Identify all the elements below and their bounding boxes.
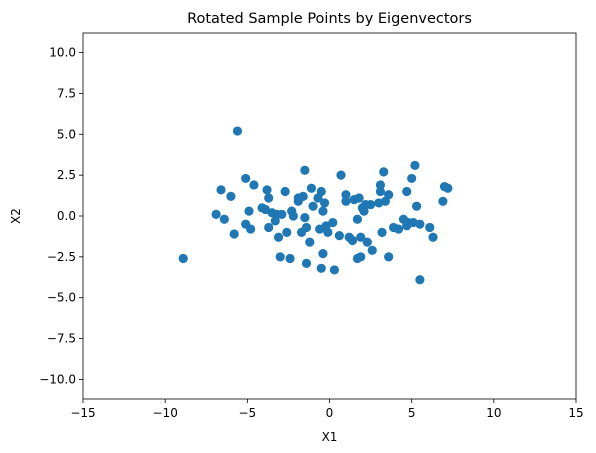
data-point-4 — [226, 191, 236, 201]
data-point-48 — [328, 217, 338, 228]
data-point-89 — [428, 232, 438, 242]
y-tick-label: 2.5 — [57, 168, 76, 182]
data-point-47 — [323, 227, 333, 237]
data-point-21 — [275, 252, 285, 262]
data-point-87 — [415, 275, 425, 285]
data-point-75 — [384, 252, 394, 262]
y-tick-label: −10.0 — [39, 372, 76, 386]
data-point-67 — [367, 245, 377, 255]
data-point-79 — [402, 186, 412, 197]
data-point-65 — [362, 237, 372, 247]
y-tick-label: 0.0 — [57, 209, 76, 223]
data-point-92 — [443, 183, 453, 193]
data-point-10 — [246, 224, 256, 234]
y-tick-label: −2.5 — [47, 250, 76, 264]
points-layer — [178, 126, 453, 285]
data-point-36 — [305, 237, 315, 247]
y-tick-label: 7.5 — [57, 86, 76, 100]
x-tick-label: −5 — [238, 406, 256, 420]
data-point-14 — [262, 185, 272, 195]
data-point-27 — [288, 211, 298, 221]
data-point-88 — [425, 222, 435, 233]
chart-title: Rotated Sample Points by Eigenvectors — [187, 11, 472, 27]
x-tick-label: −10 — [153, 406, 178, 420]
data-point-52 — [341, 190, 351, 200]
data-point-16 — [264, 222, 274, 233]
x-tick-label: 5 — [408, 406, 416, 420]
data-point-35 — [301, 258, 312, 268]
data-point-73 — [379, 167, 389, 177]
data-point-85 — [412, 201, 422, 211]
data-point-43 — [318, 248, 328, 259]
data-point-1 — [211, 209, 221, 219]
data-point-45 — [319, 198, 330, 208]
data-point-82 — [407, 173, 417, 184]
data-point-57 — [352, 214, 363, 224]
data-point-60 — [356, 232, 366, 242]
data-point-34 — [301, 222, 312, 233]
data-point-15 — [264, 193, 274, 203]
data-point-66 — [365, 199, 376, 210]
data-point-5 — [229, 229, 239, 239]
data-point-2 — [216, 185, 226, 195]
y-tick-label: 10.0 — [49, 46, 76, 60]
data-point-9 — [244, 206, 254, 216]
data-point-53 — [341, 196, 351, 206]
data-point-59 — [354, 193, 364, 203]
data-point-6 — [232, 126, 243, 136]
data-point-49 — [329, 265, 340, 275]
x-tick-label: 10 — [486, 406, 501, 420]
data-point-7 — [241, 173, 251, 184]
x-tick-label: −15 — [70, 406, 95, 420]
data-point-86 — [415, 219, 425, 229]
data-point-69 — [375, 186, 386, 197]
x-axis-label: X1 — [322, 430, 338, 444]
data-point-37 — [306, 183, 317, 193]
data-point-38 — [308, 201, 318, 211]
data-point-22 — [277, 209, 287, 219]
x-axis-ticks: −15 −10 −5 0 5 10 15 — [70, 399, 584, 420]
data-point-74 — [384, 190, 394, 200]
data-point-0 — [178, 253, 188, 264]
y-tick-label: 5.0 — [57, 127, 76, 141]
data-point-32 — [300, 165, 310, 175]
y-tick-label: −5.0 — [47, 291, 76, 305]
data-point-24 — [282, 227, 292, 237]
data-point-33 — [300, 213, 310, 223]
data-point-61 — [356, 252, 366, 262]
data-point-77 — [393, 224, 404, 234]
data-point-70 — [375, 180, 386, 190]
data-point-90 — [438, 196, 448, 206]
data-point-23 — [280, 186, 290, 197]
data-point-26 — [285, 253, 295, 264]
data-point-44 — [316, 263, 326, 273]
data-point-55 — [347, 235, 358, 246]
x-tick-label: 15 — [568, 406, 583, 420]
data-point-11 — [249, 180, 259, 190]
data-point-42 — [318, 206, 328, 216]
data-point-20 — [273, 232, 284, 242]
data-point-84 — [410, 160, 420, 170]
data-point-3 — [219, 214, 229, 224]
data-point-50 — [334, 231, 344, 241]
data-point-51 — [336, 170, 346, 180]
y-axis-label: X2 — [9, 208, 23, 224]
data-point-71 — [377, 227, 387, 237]
data-point-30 — [298, 191, 308, 201]
y-tick-label: −7.5 — [47, 332, 76, 346]
data-point-41 — [316, 186, 326, 197]
x-tick-label: 0 — [326, 406, 334, 420]
y-axis-ticks: −10.0 −7.5 −5.0 −2.5 0.0 2.5 5.0 7.5 10.0 — [39, 46, 83, 386]
